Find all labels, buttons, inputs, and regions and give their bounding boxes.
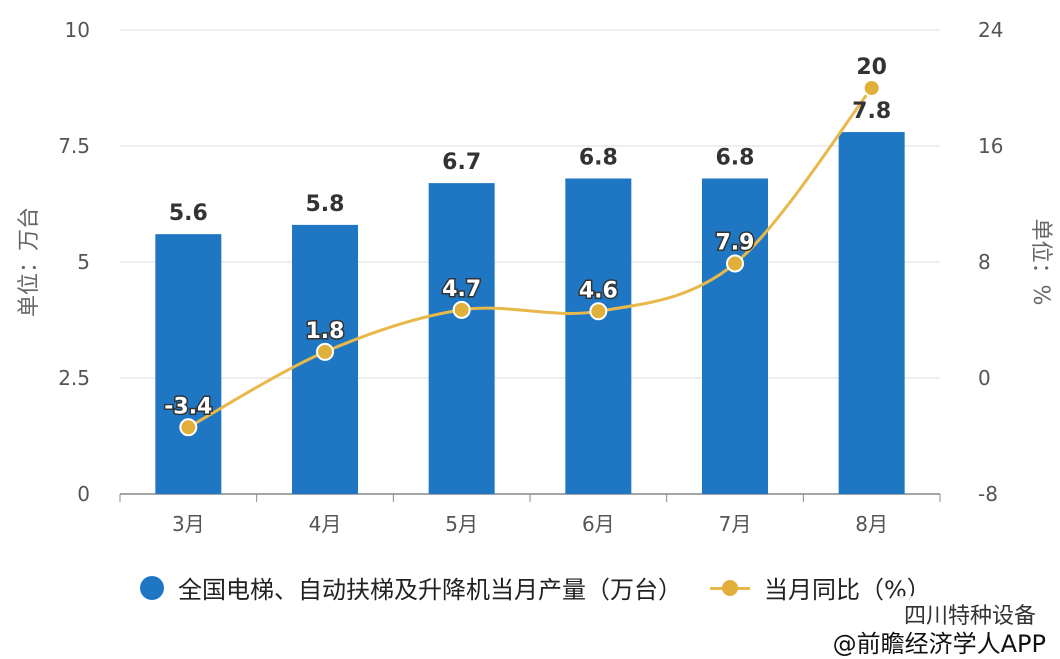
y-tick-label: 7.5	[58, 134, 90, 158]
line-point	[862, 79, 881, 97]
bar	[702, 178, 768, 495]
y2-tick-label: -8	[978, 482, 998, 506]
x-tick-label: 7月	[719, 512, 752, 536]
line-point	[726, 254, 744, 273]
legend-item-bar[interactable]: 全国电梯、自动扶梯及升降机当月产量（万台）	[140, 570, 682, 605]
watermark-source: @前瞻经济学人APP	[832, 630, 1046, 658]
legend: 全国电梯、自动扶梯及升降机当月产量（万台） 当月同比（%）	[140, 570, 931, 605]
x-tick-label: 4月	[309, 512, 342, 536]
legend-line-marker	[710, 576, 750, 600]
line-series	[179, 79, 881, 437]
line-value-label: 7.9	[716, 230, 755, 255]
y2-tick-label: 0	[978, 366, 991, 390]
line-value-label: -3.4	[164, 394, 212, 419]
watermark-account: 四川特种设备	[897, 596, 1042, 632]
x-tick-label: 8月	[855, 512, 888, 536]
bar-value-label: 7.8	[852, 99, 891, 124]
y2-tick-label: 16	[978, 134, 1003, 158]
line-point	[316, 342, 334, 361]
line-value-label: 20	[856, 55, 887, 80]
x-tick-label: 3月	[172, 512, 205, 536]
x-tick-label: 5月	[445, 512, 478, 536]
data-labels: 5.6 5.8 6.7 6.8 6.8 7.8 -3.4 1.8 4.7 4.6 7.9 20	[163, 55, 891, 421]
bar-value-label: 5.6	[169, 201, 208, 226]
y2-tick-label: 8	[978, 250, 991, 274]
bar-value-label: 6.8	[716, 145, 755, 170]
legend-bar-marker	[140, 575, 164, 600]
line-point	[589, 302, 608, 321]
x-tick-label: 6月	[582, 512, 615, 536]
y2-axis-title: 单位：%	[1028, 219, 1053, 306]
bar-series	[155, 132, 905, 495]
legend-bar-label: 全国电梯、自动扶梯及升降机当月产量（万台）	[178, 576, 682, 604]
y-tick-label: 2.5	[58, 366, 90, 390]
bar-value-label: 6.7	[442, 150, 481, 175]
gridlines	[120, 29, 940, 495]
line-value-label: 1.8	[306, 319, 345, 344]
bar	[565, 178, 632, 495]
y-tick-label: 5	[77, 250, 90, 274]
y2-tick-label: 24	[978, 18, 1003, 42]
axes: 0 2.5 5 7.5 10 -8 0 8 16 24 3月 4月 5月 6月 7月 8月	[58, 18, 1003, 536]
bar-value-label: 6.8	[579, 145, 618, 170]
line-value-label: 4.7	[442, 277, 481, 302]
line-value-label: 4.6	[579, 278, 618, 303]
bar	[155, 234, 222, 494]
line-point	[452, 300, 471, 319]
y-axis-title: 单位：万台	[17, 207, 42, 317]
bar	[428, 183, 495, 494]
series-line	[187, 87, 873, 429]
bar-value-label: 5.8	[306, 192, 345, 217]
bar	[838, 132, 905, 494]
y-tick-label: 0	[77, 482, 90, 506]
line-point	[179, 418, 198, 437]
y-tick-label: 10	[65, 18, 90, 42]
